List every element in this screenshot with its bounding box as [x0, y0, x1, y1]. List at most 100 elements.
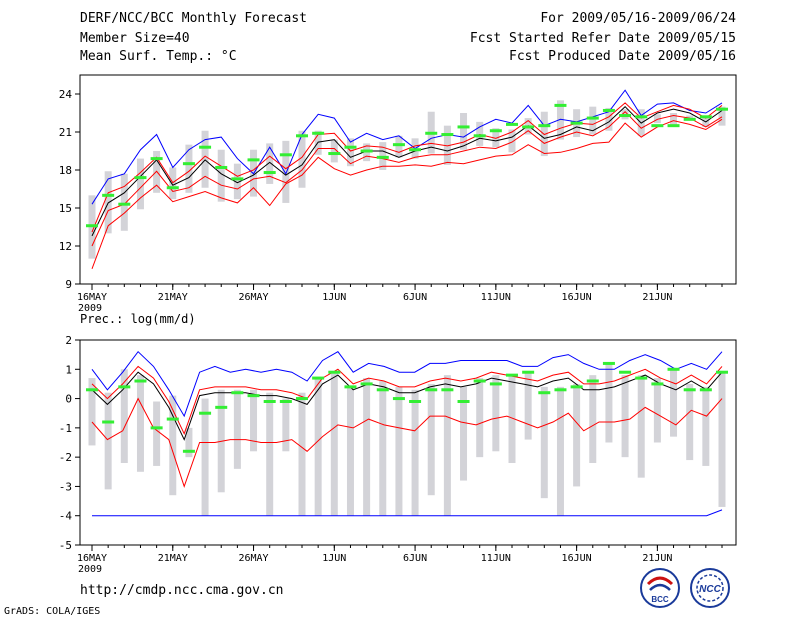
forecast-period: For 2009/05/16-2009/06/24: [540, 11, 736, 26]
y-tick-label: -2: [59, 451, 72, 464]
y-tick-label: -3: [59, 480, 72, 493]
observed-mark: [199, 145, 212, 149]
observed-mark: [166, 186, 179, 190]
spread-box: [266, 392, 274, 516]
spread-box: [556, 100, 564, 140]
observed-mark: [344, 385, 357, 389]
observed-mark: [683, 388, 696, 392]
observed-mark: [667, 367, 680, 371]
observed-mark: [392, 143, 405, 147]
observed-mark: [457, 400, 470, 403]
observed-mark: [296, 397, 308, 401]
spread-box: [266, 143, 274, 184]
spread-box: [250, 389, 258, 452]
spread-box: [153, 401, 161, 466]
spread-box: [169, 395, 177, 496]
spread-box: [476, 378, 484, 458]
spread-box: [395, 135, 403, 158]
observed-mark: [489, 129, 502, 133]
spread-box: [460, 386, 468, 481]
observed-mark: [182, 449, 195, 453]
spread-box: [136, 158, 144, 210]
observed-mark: [392, 397, 405, 401]
observed-mark: [667, 124, 680, 128]
spread-box: [589, 375, 597, 463]
logos: BCC NCC: [640, 568, 730, 608]
observed-mark: [296, 134, 308, 138]
x-tick-label: 1JUN: [322, 553, 346, 564]
x-tick-label: 11JUN: [481, 292, 511, 303]
observed-mark: [376, 155, 389, 159]
spread-box: [508, 375, 516, 463]
y-tick-label: 0: [65, 393, 72, 406]
spread-box: [88, 378, 96, 446]
observed-mark: [522, 125, 535, 129]
observed-mark: [425, 131, 438, 135]
spread-box: [330, 139, 338, 163]
spread-box: [524, 372, 532, 440]
spread-box: [330, 372, 338, 516]
member-size: Member Size=40: [80, 31, 190, 46]
forecast-start-date: Fcst Started Refer Date 2009/05/15: [469, 31, 736, 46]
observed-mark: [651, 382, 664, 386]
observed-mark: [312, 376, 325, 380]
series-line-lower: [92, 509, 723, 517]
observed-mark: [506, 373, 518, 377]
spread-box: [104, 392, 112, 490]
observed-mark: [489, 382, 502, 386]
observed-mark: [570, 385, 583, 389]
spread-box: [686, 115, 694, 120]
spread-box: [411, 389, 419, 516]
spread-box: [637, 375, 645, 478]
ncc-logo-icon: NCC: [690, 568, 730, 608]
spread-box: [492, 375, 500, 452]
series-line-mean: [91, 371, 723, 441]
spread-box: [120, 173, 128, 231]
observed-mark: [538, 391, 551, 395]
x-tick-label: 21JUN: [642, 292, 672, 303]
spread-box: [217, 149, 225, 202]
observed-mark: [586, 116, 599, 120]
observed-mark: [699, 388, 712, 392]
y-tick-label: 18: [59, 164, 72, 177]
observed-mark: [263, 400, 276, 403]
observed-mark: [409, 148, 422, 152]
observed-mark: [199, 411, 212, 415]
precipitation-variable-label: Prec.: log(mm/d): [80, 312, 196, 326]
spread-box: [282, 398, 290, 452]
bcc-logo-icon: BCC: [640, 568, 680, 608]
observed-mark: [279, 400, 292, 403]
y-tick-label: 24: [59, 88, 73, 101]
observed-mark: [522, 370, 535, 374]
spread-box: [492, 128, 500, 148]
source-url[interactable]: http://cmdp.ncc.cma.gov.cn: [80, 583, 284, 598]
observed-mark: [102, 193, 115, 197]
observed-mark: [150, 426, 163, 430]
panel-frame-1: [79, 339, 737, 546]
x-tick-label: 16MAY: [77, 292, 107, 303]
observed-mark: [328, 370, 341, 374]
observed-mark: [312, 131, 325, 135]
spread-box: [104, 171, 112, 234]
observed-mark: [457, 125, 470, 129]
spread-box: [185, 144, 193, 193]
spread-box: [718, 106, 726, 126]
observed-mark: [231, 391, 244, 395]
observed-mark: [619, 370, 632, 374]
panel-frame-0: [79, 74, 737, 285]
observed-mark: [586, 379, 599, 383]
spread-box: [201, 398, 209, 516]
spread-box: [314, 378, 322, 516]
spread-box: [443, 125, 451, 165]
spread-box: [233, 163, 241, 200]
spread-box: [476, 121, 484, 146]
forecast-produced-date: Fcst Produced Date 2009/05/16: [509, 49, 736, 64]
observed-mark: [118, 385, 131, 389]
observed-mark: [602, 361, 615, 365]
x-tick-label: 21MAY: [158, 553, 188, 564]
observed-mark: [683, 117, 696, 121]
series-line-mean_up: [91, 365, 723, 436]
spread-box: [136, 375, 144, 472]
x-tick-label: 26MAY: [238, 292, 268, 303]
observed-mark: [538, 124, 551, 128]
